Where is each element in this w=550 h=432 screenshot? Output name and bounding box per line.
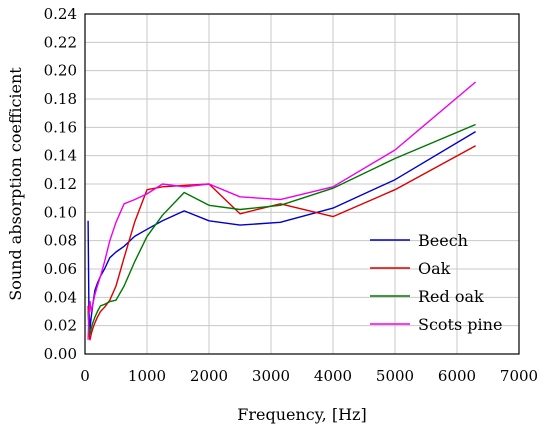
legend-label: Red oak xyxy=(418,287,484,306)
x-tick-label: 6000 xyxy=(438,367,476,385)
x-tick-label: 3000 xyxy=(252,367,290,385)
y-tick-label: 0.12 xyxy=(44,175,77,193)
legend-label: Scots pine xyxy=(418,315,502,334)
x-axis-title: Frequency, [Hz] xyxy=(237,405,366,424)
series-line-oak xyxy=(87,145,476,341)
legend-label: Oak xyxy=(418,259,451,278)
series-lines xyxy=(87,81,477,341)
x-tick-label: 4000 xyxy=(314,367,352,385)
series-line-red-oak xyxy=(87,123,476,335)
x-tick-label: 1000 xyxy=(128,367,166,385)
y-tick-label: 0.00 xyxy=(44,345,77,363)
legend: Beech Oak Red oak Scots pine xyxy=(370,231,502,334)
x-tick-label: 7000 xyxy=(500,367,538,385)
legend-label: Beech xyxy=(418,231,468,250)
y-tick-label: 0.04 xyxy=(44,288,77,306)
y-tick-label: 0.08 xyxy=(44,232,77,250)
tick-labels: 0 1000 2000 3000 4000 5000 6000 7000 0.00 0.02 0.0… xyxy=(44,5,539,385)
y-tick-label: 0.22 xyxy=(44,33,77,51)
y-tick-label: 0.14 xyxy=(44,147,77,165)
y-tick-label: 0.18 xyxy=(44,90,77,108)
y-tick-label: 0.24 xyxy=(44,5,77,23)
series-line-scots-pine xyxy=(87,81,477,340)
y-tick-label: 0.20 xyxy=(44,62,77,80)
x-tick-label: 2000 xyxy=(190,367,228,385)
plot-frame xyxy=(84,13,520,355)
x-tick-label: 0 xyxy=(80,367,90,385)
grid xyxy=(85,14,519,354)
y-axis-title: Sound absorption coefficient xyxy=(6,67,25,301)
y-tick-label: 0.10 xyxy=(44,203,77,221)
y-tick-label: 0.06 xyxy=(44,260,77,278)
y-tick-label: 0.16 xyxy=(44,118,77,136)
y-tick-label: 0.02 xyxy=(44,317,77,335)
x-tick-label: 5000 xyxy=(376,367,414,385)
